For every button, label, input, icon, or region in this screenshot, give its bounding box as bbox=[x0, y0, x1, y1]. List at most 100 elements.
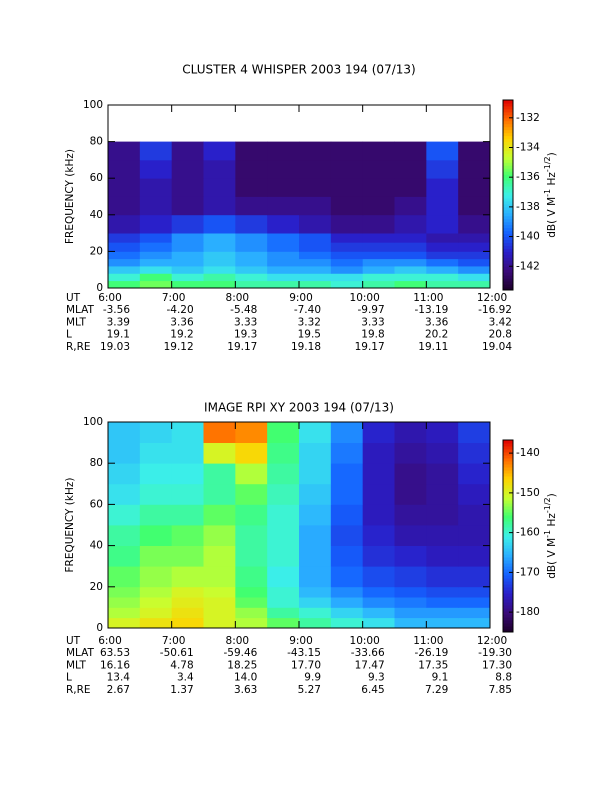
cell bbox=[362, 545, 395, 567]
colorbar-step bbox=[503, 572, 513, 576]
colorbar-step bbox=[503, 224, 513, 229]
cell bbox=[458, 545, 491, 567]
ephemeris-value: 63.53 bbox=[100, 647, 130, 659]
cell bbox=[330, 251, 364, 260]
cell bbox=[394, 178, 427, 197]
cell bbox=[203, 586, 236, 598]
colorbar-step bbox=[503, 269, 513, 273]
cell bbox=[203, 178, 236, 197]
ephemeris-value: 19.03 bbox=[100, 341, 130, 353]
colorbar-step bbox=[503, 542, 513, 546]
colorbar-step bbox=[503, 281, 513, 285]
ephemeris-value: -50.61 bbox=[160, 647, 194, 659]
cell bbox=[267, 463, 300, 485]
colorbar-step bbox=[503, 518, 513, 522]
ephemeris-value: 20.2 bbox=[425, 329, 448, 341]
ephemeris-value: 5.27 bbox=[298, 684, 321, 696]
cell bbox=[203, 141, 236, 161]
cell bbox=[362, 266, 395, 274]
colorbar-tick-label: -150 bbox=[516, 487, 540, 499]
row-label: MLAT bbox=[66, 647, 95, 659]
cell bbox=[235, 442, 268, 464]
y-tick-label: 0 bbox=[96, 282, 103, 294]
ephemeris-value: -33.66 bbox=[351, 647, 385, 659]
colorbar-step bbox=[503, 275, 513, 279]
colorbar-step bbox=[503, 452, 513, 456]
cell bbox=[171, 566, 204, 588]
cell bbox=[108, 242, 141, 252]
colorbar-step bbox=[503, 180, 513, 184]
cell bbox=[330, 258, 364, 267]
colorbar-label: dB( V M-1 Hz-1/2) bbox=[543, 493, 558, 579]
cell bbox=[203, 280, 236, 289]
cell bbox=[299, 442, 332, 464]
cell bbox=[299, 586, 332, 598]
colorbar-step bbox=[503, 284, 513, 288]
cell bbox=[299, 483, 332, 505]
colorbar-step bbox=[503, 611, 513, 615]
cell bbox=[362, 233, 395, 243]
colorbar-tick-label: -132 bbox=[516, 112, 540, 124]
row-label: R,RE bbox=[66, 684, 91, 696]
cell bbox=[394, 442, 427, 464]
colorbar-label-part: ) bbox=[546, 152, 558, 156]
cell bbox=[330, 214, 364, 234]
colorbar-step bbox=[503, 287, 513, 291]
cell bbox=[235, 586, 268, 598]
cell bbox=[171, 251, 204, 260]
cell bbox=[330, 483, 364, 505]
colorbar-step bbox=[503, 596, 513, 600]
cell bbox=[139, 586, 173, 598]
colorbar-tick-label: -134 bbox=[516, 142, 540, 154]
cell bbox=[235, 233, 268, 243]
cell bbox=[362, 280, 395, 289]
cell bbox=[267, 607, 300, 619]
colorbar-step bbox=[503, 186, 513, 190]
ephemeris-value: 19.3 bbox=[234, 329, 257, 341]
colorbar-step bbox=[503, 212, 513, 217]
cell bbox=[139, 607, 173, 619]
colorbar-step bbox=[503, 227, 513, 232]
cell bbox=[108, 273, 141, 282]
colorbar-step bbox=[503, 563, 513, 567]
cell bbox=[426, 483, 459, 505]
cell bbox=[362, 196, 395, 216]
cell bbox=[394, 597, 427, 608]
cell bbox=[171, 178, 204, 197]
colorbar-step bbox=[503, 512, 513, 516]
cell bbox=[299, 258, 332, 267]
colorbar-step bbox=[503, 126, 513, 131]
cell bbox=[458, 483, 491, 505]
ephemeris-value: 3.63 bbox=[234, 684, 257, 696]
ephemeris-value: 2.67 bbox=[107, 684, 130, 696]
x-tick-label: 12:00 bbox=[477, 635, 507, 647]
cell bbox=[203, 273, 236, 282]
colorbar-step bbox=[503, 239, 513, 243]
cell bbox=[235, 266, 268, 274]
colorbar-step bbox=[503, 192, 513, 196]
y-tick-label: 100 bbox=[83, 99, 103, 111]
row-label: UT bbox=[66, 635, 81, 647]
cell bbox=[171, 442, 204, 464]
cell bbox=[426, 273, 459, 282]
colorbar-label-part: Hz bbox=[546, 172, 558, 189]
cell bbox=[171, 214, 204, 234]
ephemeris-value: 17.35 bbox=[418, 659, 448, 671]
ephemeris-value: 19.12 bbox=[164, 341, 194, 353]
row-label: MLT bbox=[66, 316, 86, 328]
y-tick-label: 20 bbox=[90, 581, 103, 593]
colorbar-step bbox=[503, 464, 513, 468]
cell bbox=[235, 141, 268, 161]
cell bbox=[330, 607, 364, 619]
ephemeris-value: 17.47 bbox=[355, 659, 385, 671]
colorbar-step bbox=[503, 257, 513, 261]
cell bbox=[458, 141, 491, 161]
ephemeris-value: 3.4 bbox=[177, 672, 194, 684]
cell bbox=[458, 266, 491, 274]
cell bbox=[330, 442, 364, 464]
cell bbox=[108, 586, 141, 598]
cell bbox=[426, 607, 459, 619]
ephemeris-value: 19.11 bbox=[418, 341, 448, 353]
cell bbox=[171, 273, 204, 282]
cell bbox=[235, 422, 268, 443]
